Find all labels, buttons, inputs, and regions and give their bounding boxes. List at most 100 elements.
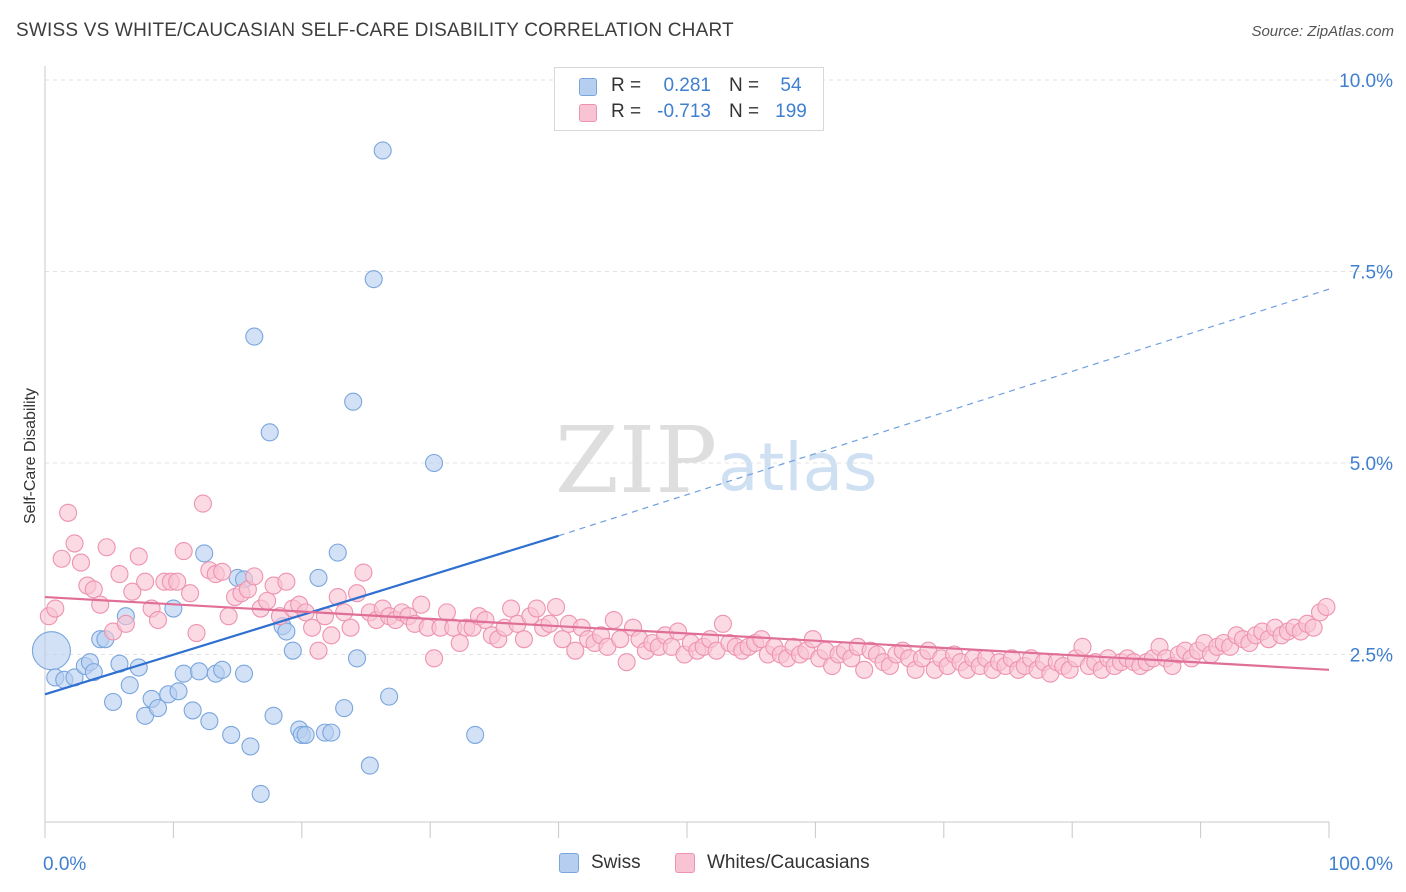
tick-labels: 2.5% 5.0% 7.5% 10.0% 0.0% 100.0% xyxy=(43,71,1393,875)
white-swatch xyxy=(579,104,597,122)
swiss-point xyxy=(360,756,379,775)
swiss-point xyxy=(373,141,392,160)
watermark: ZIP atlas xyxy=(555,407,878,514)
swiss-point xyxy=(309,568,328,587)
swiss-point xyxy=(164,599,183,618)
swiss-point xyxy=(31,631,71,671)
white-point xyxy=(277,572,296,591)
swiss-point xyxy=(222,725,241,744)
white-point xyxy=(437,603,456,622)
white-point xyxy=(341,618,360,637)
white-point xyxy=(328,587,347,607)
swiss-point xyxy=(234,664,254,683)
white-point xyxy=(566,641,585,660)
white-point xyxy=(713,614,733,633)
swiss-label: Swiss xyxy=(591,852,641,873)
white-point xyxy=(181,584,200,603)
white-point xyxy=(193,494,212,513)
swiss-trend-line xyxy=(44,534,559,696)
swiss-point xyxy=(213,660,232,679)
r-label: R = xyxy=(611,101,642,122)
watermark-atlas: atlas xyxy=(718,429,878,506)
white-point xyxy=(540,614,559,633)
n-label: N = xyxy=(729,75,760,96)
white-trend-line xyxy=(44,595,1330,671)
white-point xyxy=(148,610,168,630)
white-point xyxy=(65,534,84,553)
white-point xyxy=(136,572,155,591)
white-point xyxy=(123,582,142,601)
swiss-point xyxy=(260,423,279,442)
correlation-legend: R = 0.281 N = 54 R = -0.713 N = 199 xyxy=(554,67,824,131)
white-point xyxy=(354,563,373,582)
swiss-points xyxy=(31,141,485,803)
swiss-point xyxy=(148,699,168,718)
swiss-point xyxy=(335,699,354,718)
y-tick-label: 2.5% xyxy=(1350,646,1393,667)
watermark-zip: ZIP xyxy=(555,407,717,514)
swiss-point xyxy=(344,392,363,411)
r-label: R = xyxy=(611,75,642,96)
white-point xyxy=(1317,597,1336,617)
white-point xyxy=(502,599,521,618)
swiss-trend-extension xyxy=(558,288,1330,537)
white-point xyxy=(303,618,322,637)
white-point xyxy=(604,610,623,630)
y-axis-label: Self-Care Disability xyxy=(22,388,39,524)
white-point xyxy=(187,624,206,643)
white-point xyxy=(527,599,546,618)
white-point xyxy=(476,610,495,630)
white-point xyxy=(59,503,78,522)
white-point xyxy=(322,626,341,645)
white-point xyxy=(213,562,232,581)
white-point xyxy=(553,630,572,649)
swiss-point xyxy=(296,725,315,744)
white-point xyxy=(450,633,469,653)
swiss-point xyxy=(190,662,209,681)
white-point xyxy=(412,595,431,614)
white-point xyxy=(52,549,71,568)
x-tick-label-min: 0.0% xyxy=(43,854,86,875)
swiss-point xyxy=(328,543,347,562)
white-point xyxy=(97,538,116,557)
swiss-point xyxy=(104,692,123,712)
swiss-point xyxy=(195,544,214,563)
white-points xyxy=(39,494,1336,683)
white-point xyxy=(617,653,636,672)
swiss-swatch xyxy=(559,853,579,873)
trend-lines xyxy=(44,288,1330,696)
white-point xyxy=(116,614,135,633)
n-value: 54 xyxy=(780,75,802,96)
y-tick-label: 5.0% xyxy=(1350,454,1393,475)
white-point xyxy=(71,553,91,572)
swiss-point xyxy=(183,701,202,720)
axes: Self-Care Disability xyxy=(22,66,1330,838)
swiss-point xyxy=(245,327,264,346)
swiss-point xyxy=(251,784,270,803)
white-point xyxy=(1073,637,1092,656)
white-point xyxy=(425,649,444,668)
white-point xyxy=(129,547,148,566)
swiss-point xyxy=(283,641,302,660)
swiss-point xyxy=(364,270,383,289)
y-tick-label: 7.5% xyxy=(1350,263,1393,284)
swiss-point xyxy=(380,687,399,706)
swiss-point xyxy=(264,706,283,725)
n-label: N = xyxy=(729,101,760,122)
white-point xyxy=(546,597,566,617)
r-value: 0.281 xyxy=(663,75,711,96)
r-value: -0.713 xyxy=(657,101,711,122)
swiss-point xyxy=(200,712,219,731)
swiss-swatch xyxy=(579,78,597,96)
white-point xyxy=(514,630,533,649)
white-point xyxy=(84,580,103,599)
white-swatch xyxy=(675,853,695,873)
swiss-point xyxy=(169,682,188,701)
n-value: 199 xyxy=(775,101,807,122)
white-point xyxy=(46,599,65,618)
swiss-point xyxy=(277,622,296,641)
swiss-point xyxy=(120,676,139,695)
swiss-point xyxy=(241,737,260,756)
swiss-point xyxy=(322,723,341,742)
